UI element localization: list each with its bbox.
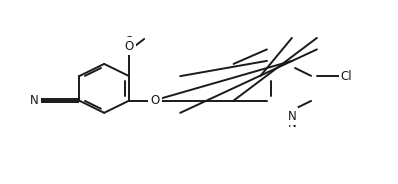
Text: Cl: Cl [341, 70, 352, 83]
Text: O: O [150, 94, 160, 107]
Text: O: O [125, 40, 134, 53]
Text: N: N [28, 94, 37, 107]
Text: O: O [125, 35, 134, 47]
Text: N: N [287, 110, 296, 123]
Text: O: O [152, 94, 162, 107]
Text: Cl: Cl [342, 70, 353, 83]
Text: N: N [30, 94, 39, 107]
Text: N: N [287, 117, 296, 130]
